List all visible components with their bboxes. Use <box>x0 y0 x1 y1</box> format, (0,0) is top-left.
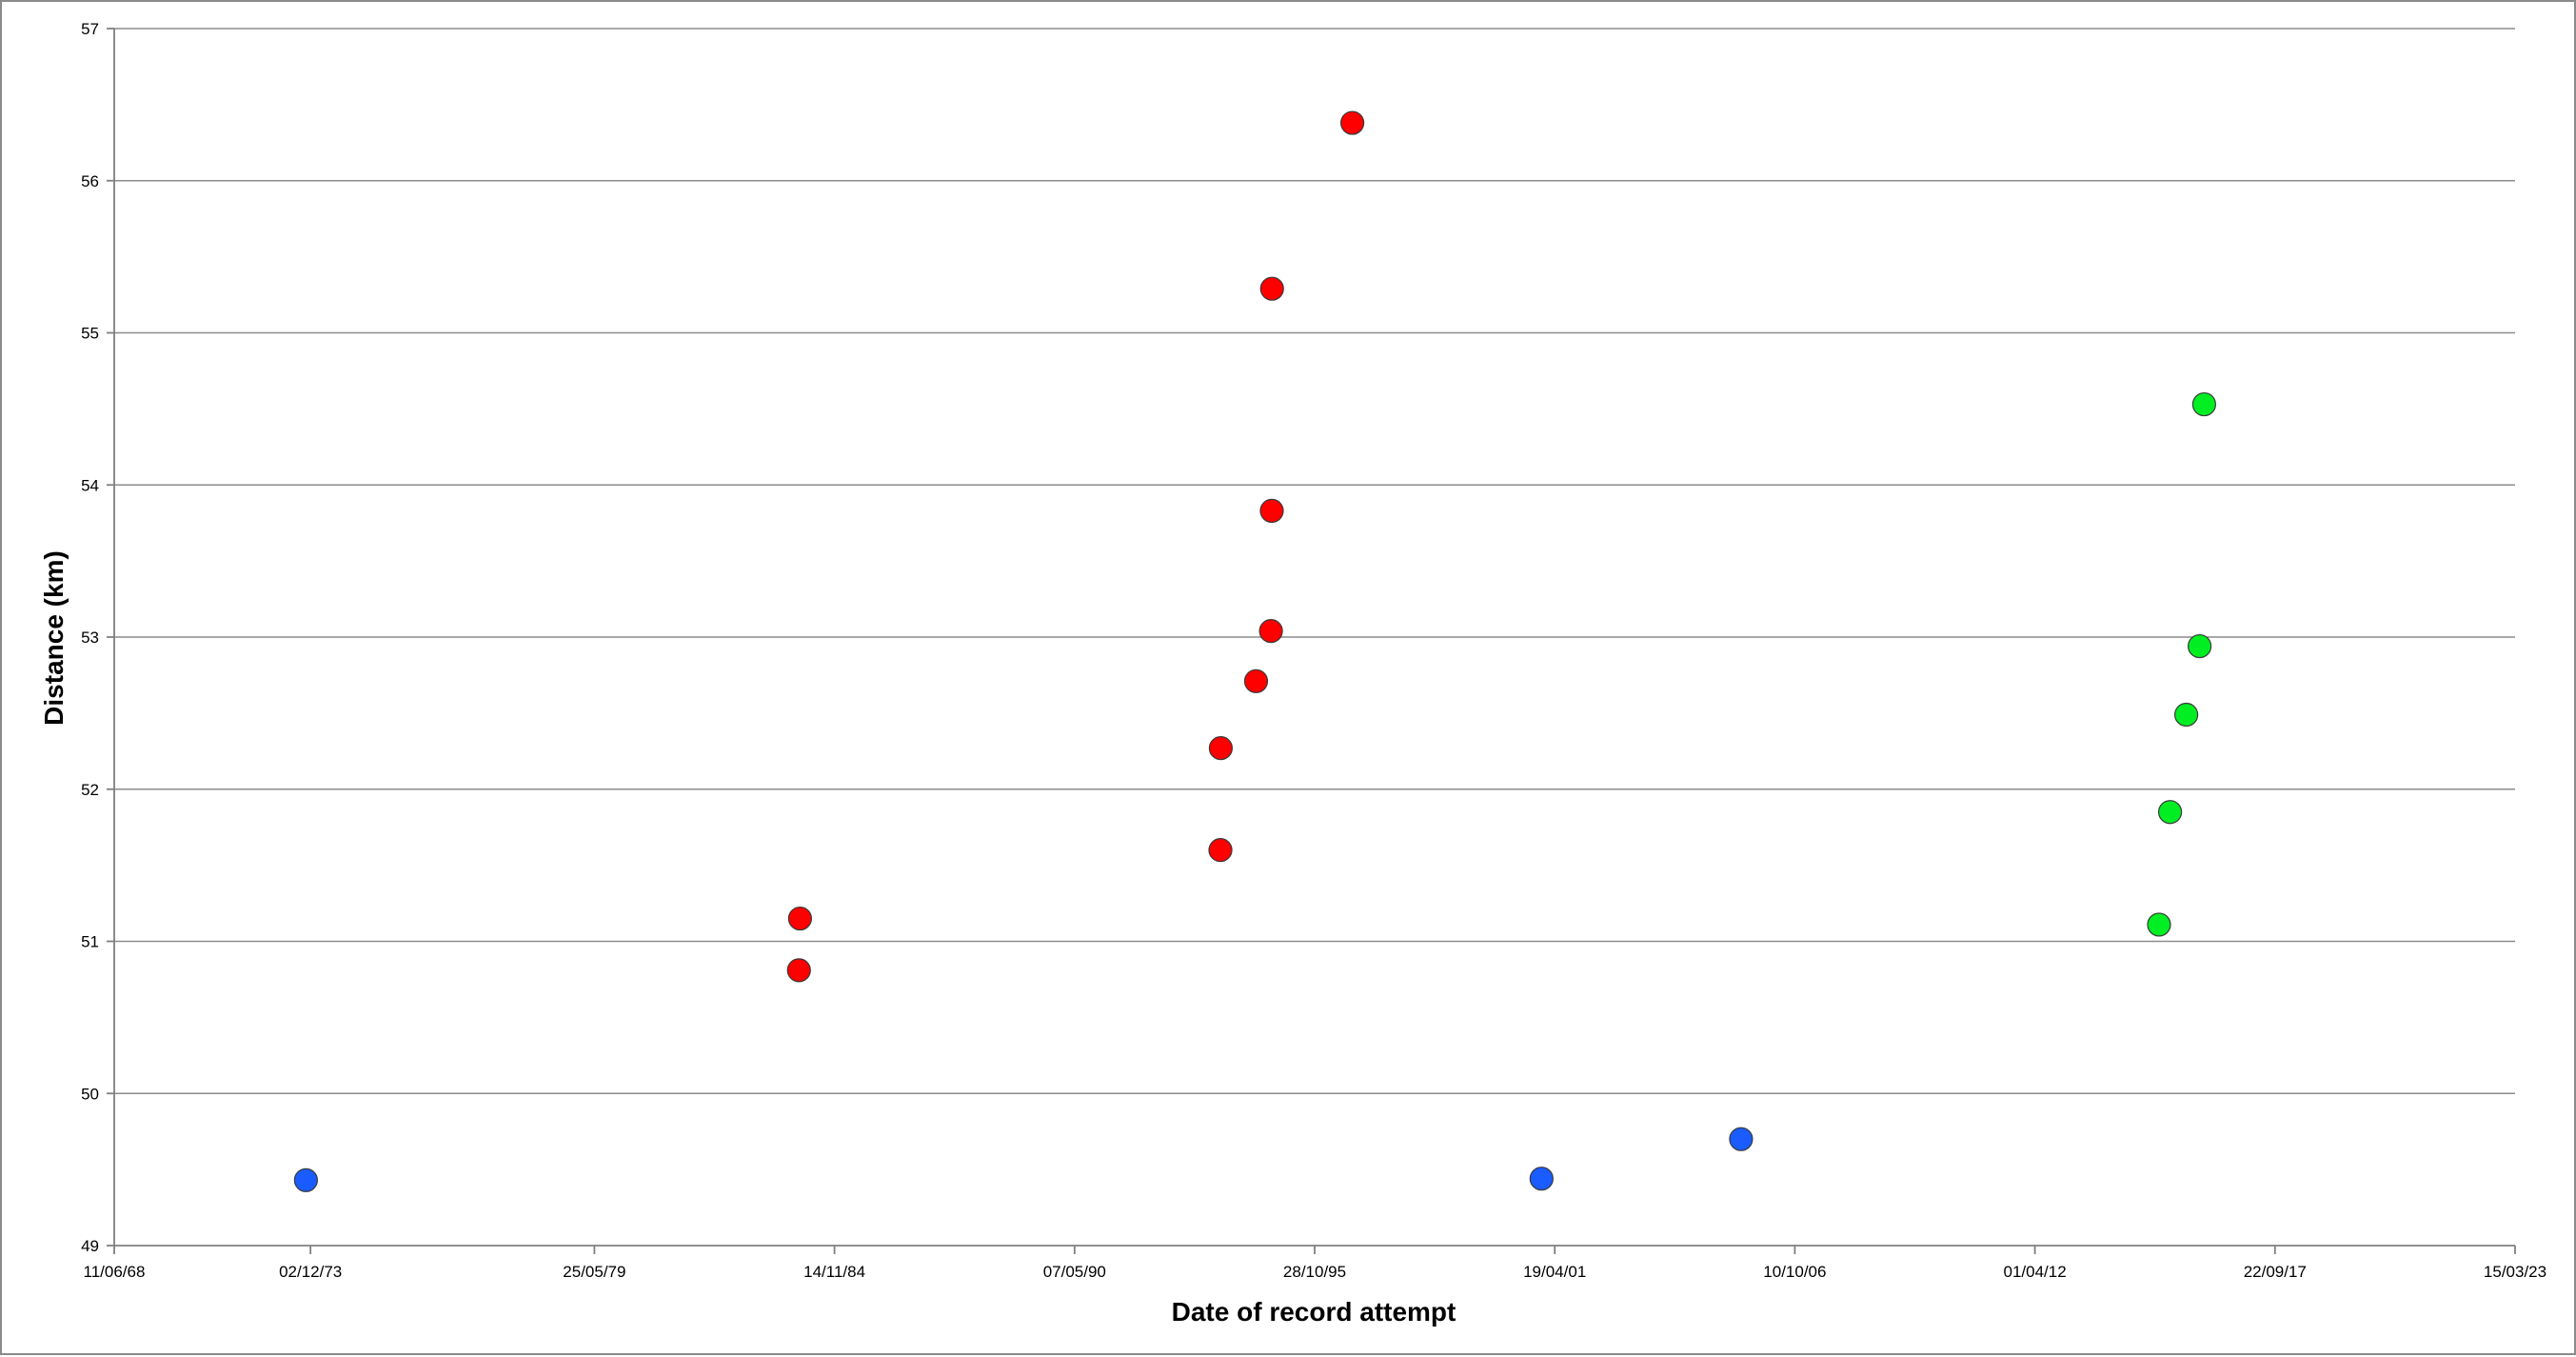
data-point-series-2-9 <box>1339 110 1365 135</box>
x-tick-label: 28/10/95 <box>1283 1263 1346 1281</box>
x-tick-label: 11/06/68 <box>84 1263 146 1281</box>
data-point-series-3-3 <box>2174 702 2199 728</box>
ticks-layer: 49 50 51 52 53 54 55 56 57 11/06/68 02/12/73 25/05/… <box>81 20 2546 1281</box>
x-axis-title: Date of record attempt <box>1172 1297 1456 1327</box>
grid-layer <box>114 28 2515 1094</box>
data-point-series-1-2 <box>1529 1167 1554 1191</box>
y-tick-label: 57 <box>81 20 99 38</box>
x-tick-label: 25/05/79 <box>563 1263 625 1281</box>
points-layer <box>293 110 2217 1192</box>
x-tick-label: 14/11/84 <box>803 1263 865 1281</box>
data-point-series-2-5 <box>1243 669 1269 693</box>
x-tick-label: 22/09/17 <box>2244 1263 2307 1281</box>
data-point-series-2-1 <box>786 958 811 983</box>
y-tick-label: 54 <box>81 476 99 494</box>
x-tick-label: 07/05/90 <box>1043 1263 1106 1281</box>
x-tick-label: 01/04/12 <box>2004 1263 2067 1281</box>
y-tick-label: 52 <box>81 781 99 799</box>
x-tick-label: 02/12/73 <box>279 1263 342 1281</box>
data-point-series-3-1 <box>2147 912 2171 937</box>
data-point-series-2-6 <box>1258 619 1283 644</box>
data-point-series-1-3 <box>1729 1127 1754 1151</box>
data-point-series-2-7 <box>1259 498 1284 524</box>
data-point-series-2-3 <box>1208 838 1233 863</box>
x-tick-label: 10/10/06 <box>1763 1263 1826 1281</box>
y-axis-title: Distance (km) <box>39 550 69 726</box>
data-point-series-2-4 <box>1208 736 1233 761</box>
y-tick-label: 53 <box>81 629 99 647</box>
y-tick-label: 56 <box>81 172 99 190</box>
data-point-series-3-5 <box>2191 391 2217 417</box>
x-tick-label: 19/04/01 <box>1523 1263 1586 1281</box>
data-point-series-3-2 <box>2157 800 2183 825</box>
data-point-series-2-8 <box>1259 276 1284 301</box>
y-tick-label: 55 <box>81 325 99 343</box>
y-tick-label: 50 <box>81 1085 99 1103</box>
data-point-series-1-1 <box>293 1167 318 1192</box>
data-point-series-3-4 <box>2188 633 2212 659</box>
x-tick-label: 15/03/23 <box>2484 1263 2546 1281</box>
data-point-series-2-2 <box>787 906 813 931</box>
y-tick-label: 51 <box>81 933 99 951</box>
y-tick-label: 49 <box>81 1237 99 1255</box>
